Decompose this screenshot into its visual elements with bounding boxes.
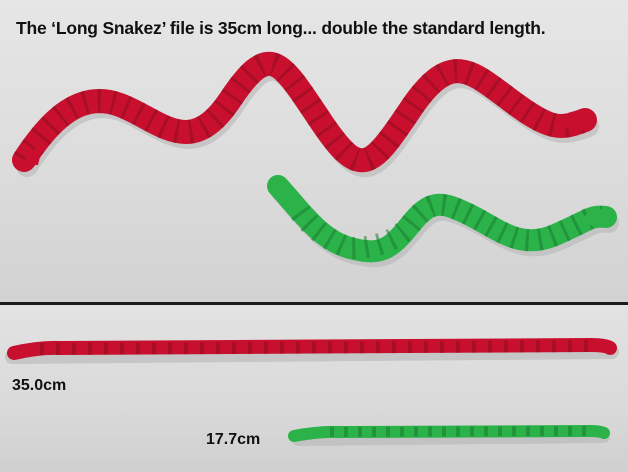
- short-length-label: 17.7cm: [206, 431, 261, 448]
- green-straight-shadow: [292, 431, 610, 446]
- long-length-label: 35.0cm: [12, 377, 67, 394]
- curved-snakes-photo: [12, 51, 619, 268]
- panel-divider: [0, 302, 628, 305]
- red-straight-snake: [7, 337, 617, 360]
- red-snake-head: [562, 111, 594, 131]
- straight-snakes-panel: [0, 305, 628, 472]
- red-curved-snake: [12, 51, 597, 173]
- green-curved-snake: [267, 175, 617, 263]
- green-straight-segments: [329, 426, 593, 437]
- red-snake-tail: [18, 140, 44, 166]
- green-straight-snake: [288, 424, 610, 442]
- green-snake-tail: [272, 180, 296, 204]
- straight-snakes-photo: [5, 337, 619, 446]
- curved-snakes-panel: The ‘Long Snakez’ file is 35cm long... d…: [0, 0, 628, 302]
- green-snake-head: [585, 209, 611, 227]
- red-straight-shadow: [5, 345, 619, 364]
- headline-caption: The ‘Long Snakez’ file is 35cm long... d…: [16, 18, 546, 38]
